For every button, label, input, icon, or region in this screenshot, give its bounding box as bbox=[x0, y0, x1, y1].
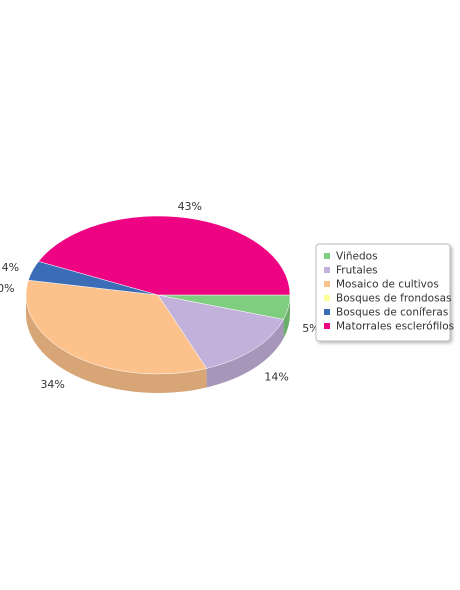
slice-label-2: 34% bbox=[40, 378, 64, 391]
legend-swatch-1 bbox=[324, 267, 330, 273]
legend-label-3: Bosques de frondosas bbox=[336, 293, 451, 305]
legend-label-0: Viñedos bbox=[336, 251, 378, 263]
pie-sides bbox=[26, 295, 290, 393]
slice-label-5: 43% bbox=[178, 200, 202, 213]
pie-side-1 bbox=[206, 319, 284, 388]
legend-label-1: Frutales bbox=[336, 265, 378, 277]
slice-label-4: 4% bbox=[2, 261, 19, 274]
legend: Viñedos Frutales Mosaico de cultivos Bosque… bbox=[315, 243, 454, 342]
pie-tops bbox=[25, 215, 291, 375]
pie-slice-2 bbox=[25, 279, 207, 375]
legend-swatch-0 bbox=[324, 253, 330, 259]
legend-swatch-3 bbox=[324, 295, 330, 301]
pie-side-2 bbox=[26, 295, 207, 393]
legend-swatch-2 bbox=[324, 281, 330, 287]
slice-label-0: 5% bbox=[302, 322, 319, 335]
legend-label-5: Matorrales esclerófilos bbox=[336, 321, 454, 333]
slice-label-1: 14% bbox=[264, 370, 288, 383]
pie-side-0 bbox=[283, 295, 290, 339]
legend-label-2: Mosaico de cultivos bbox=[336, 279, 439, 291]
legend-swatch-5 bbox=[324, 323, 330, 329]
pie-slice-1 bbox=[157, 294, 284, 369]
legend-swatch-4 bbox=[324, 309, 330, 315]
legend-label-4: Bosques de coníferas bbox=[336, 307, 448, 319]
pie-labels: 5% 14% 34% 0% 4% 43% bbox=[0, 200, 320, 391]
slice-label-3: 0% bbox=[0, 282, 15, 295]
legend-box bbox=[315, 243, 451, 342]
pie-slice-5 bbox=[38, 215, 291, 296]
